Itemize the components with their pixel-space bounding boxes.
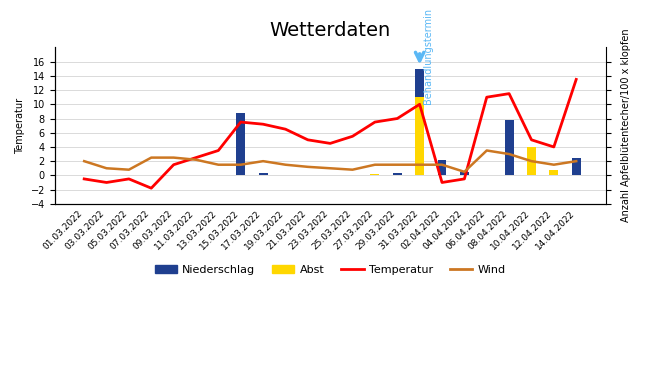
Wind: [505, 152, 513, 156]
Wind: [371, 163, 379, 167]
Temperatur: [483, 95, 490, 100]
Title: Wetterdaten: Wetterdaten: [269, 21, 391, 40]
Wind: [416, 163, 424, 167]
Temperatur: [147, 186, 155, 191]
Wind: [237, 163, 245, 167]
Temperatur: [170, 163, 178, 167]
Temperatur: [438, 180, 446, 185]
Wind: [528, 159, 536, 163]
Temperatur: [528, 137, 536, 142]
Wind: [304, 165, 312, 169]
Bar: [505, 120, 514, 175]
Temperatur: [349, 134, 357, 139]
Temperatur: [282, 127, 289, 132]
Temperatur: [103, 180, 110, 185]
Wind: [438, 163, 446, 167]
Wind: [147, 155, 155, 160]
Wind: [572, 159, 580, 163]
Wind: [125, 167, 133, 172]
Bar: [527, 167, 536, 175]
Line: Temperatur: Temperatur: [84, 80, 576, 188]
Wind: [170, 155, 178, 160]
Wind: [103, 166, 110, 171]
Bar: [527, 147, 536, 175]
Wind: [80, 159, 88, 163]
Bar: [549, 170, 558, 175]
Bar: [258, 173, 267, 175]
Temperatur: [304, 137, 312, 142]
Wind: [393, 163, 401, 167]
Temperatur: [192, 155, 200, 160]
Bar: [460, 172, 469, 175]
Bar: [549, 170, 558, 175]
Y-axis label: Temperatur: Temperatur: [15, 97, 25, 154]
Temperatur: [371, 120, 379, 125]
Temperatur: [505, 91, 513, 96]
Wind: [550, 163, 557, 167]
Temperatur: [550, 145, 557, 149]
Temperatur: [125, 177, 133, 181]
Wind: [461, 170, 468, 174]
Line: Wind: Wind: [84, 151, 576, 172]
Bar: [370, 174, 379, 175]
Bar: [572, 158, 581, 175]
Wind: [349, 167, 357, 172]
Text: Behandlungstermin: Behandlungstermin: [423, 7, 433, 104]
Temperatur: [80, 177, 88, 181]
Temperatur: [214, 148, 222, 153]
Wind: [259, 159, 267, 163]
Wind: [192, 158, 200, 162]
Bar: [393, 173, 402, 175]
Bar: [415, 69, 424, 175]
Bar: [236, 113, 245, 175]
Bar: [437, 160, 446, 175]
Temperatur: [461, 177, 468, 181]
Temperatur: [237, 120, 245, 125]
Wind: [282, 163, 289, 167]
Temperatur: [572, 77, 580, 82]
Temperatur: [326, 141, 334, 146]
Wind: [326, 166, 334, 171]
Wind: [214, 163, 222, 167]
Temperatur: [416, 102, 424, 107]
Temperatur: [393, 116, 401, 121]
Legend: Niederschlag, Abst, Temperatur, Wind: Niederschlag, Abst, Temperatur, Wind: [150, 261, 510, 279]
Bar: [415, 97, 424, 175]
Wind: [483, 148, 490, 153]
Temperatur: [259, 122, 267, 126]
Y-axis label: Anzahl Apfelblütentecher/100 x klopfen: Anzahl Apfelblütentecher/100 x klopfen: [621, 29, 631, 222]
